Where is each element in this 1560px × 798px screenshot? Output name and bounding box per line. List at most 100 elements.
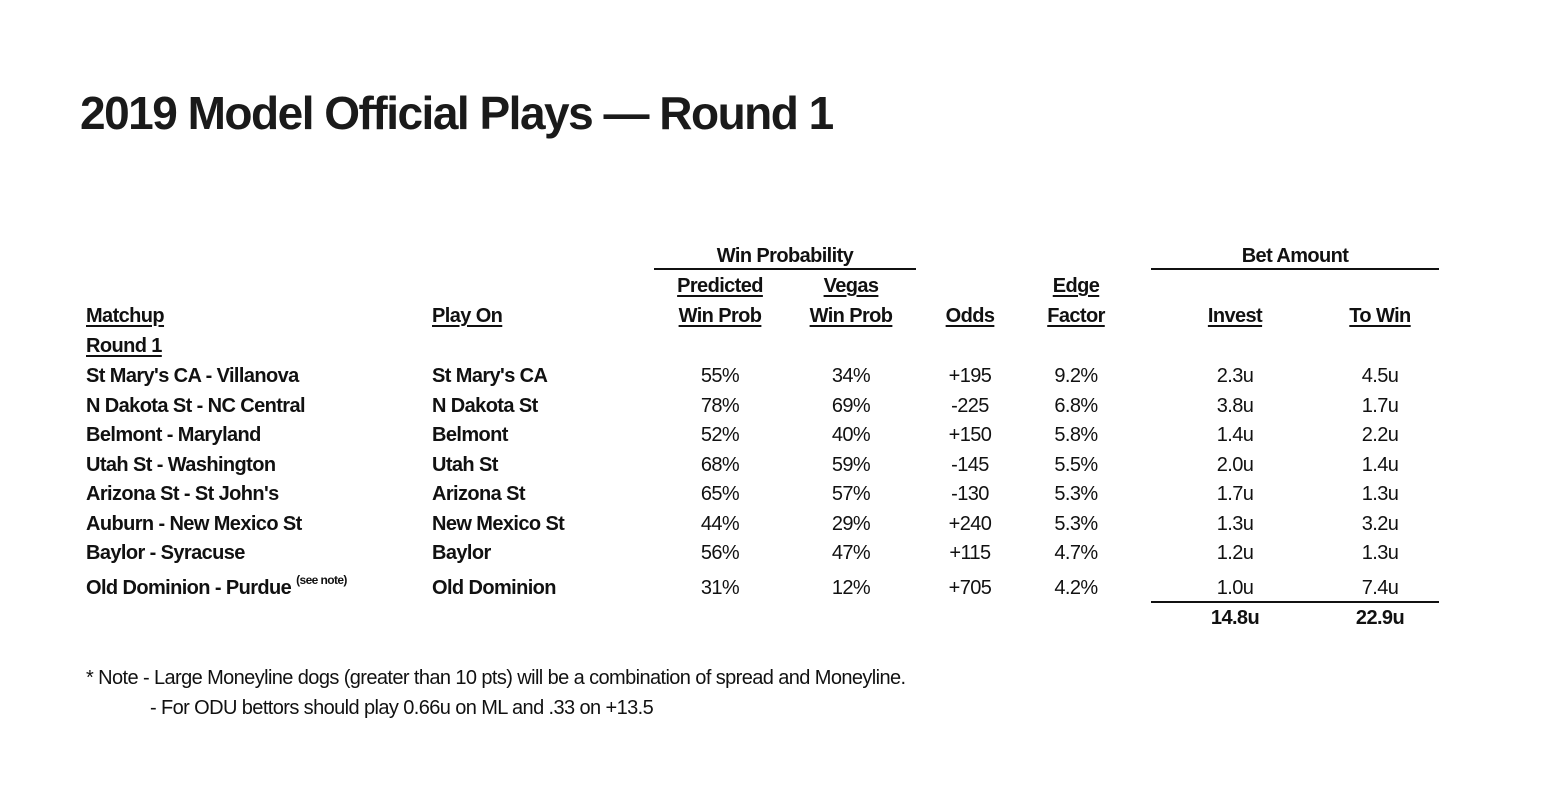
cell-to-win-text: 2.2u <box>1361 424 1399 446</box>
cell-vegas-text: 12% <box>831 577 871 599</box>
cell-play-on: New Mexico St <box>432 513 565 535</box>
header-invest: Invest <box>1207 305 1263 327</box>
header-vegas-line2: Win Prob <box>809 305 893 327</box>
cell-invest: 3.8u <box>1165 396 1305 416</box>
cell-matchup-text: Old Dominion - Purdue <box>86 577 292 599</box>
cell-predicted-text: 56% <box>700 542 740 564</box>
cell-edge-text: 5.3% <box>1054 513 1098 535</box>
cell-vegas: 40% <box>786 425 916 445</box>
cell-odds-text: -130 <box>951 483 989 505</box>
cell-invest: 1.7u <box>1165 484 1305 504</box>
cell-play-on-text: N Dakota St <box>432 395 538 417</box>
cell-to-win-text: 1.3u <box>1361 542 1399 564</box>
cell-odds-text: -145 <box>951 454 989 476</box>
cell-play-on: Utah St <box>432 455 498 475</box>
cell-edge-text: 4.7% <box>1054 542 1098 564</box>
cell-invest: 2.3u <box>1165 366 1305 386</box>
cell-invest: 2.0u <box>1165 455 1305 475</box>
cell-play-on-text: Arizona St <box>432 483 526 505</box>
cell-odds: +705 <box>920 578 1020 598</box>
see-note-marker: (see note) <box>296 573 347 587</box>
cell-to-win-text: 1.4u <box>1361 454 1399 476</box>
cell-predicted: 55% <box>654 366 786 386</box>
cell-odds-text: -225 <box>951 395 989 417</box>
cell-invest-text: 3.8u <box>1216 395 1254 417</box>
cell-predicted-text: 52% <box>700 424 740 446</box>
cell-predicted: 44% <box>654 514 786 534</box>
cell-play-on-text: New Mexico St <box>432 513 565 535</box>
cell-to-win: 1.7u <box>1310 396 1450 416</box>
cell-to-win: 4.5u <box>1310 366 1450 386</box>
cell-vegas-text: 47% <box>831 542 871 564</box>
cell-predicted: 56% <box>654 543 786 563</box>
total-invest: 14.8u <box>1210 607 1260 629</box>
cell-invest: 1.4u <box>1165 425 1305 445</box>
cell-vegas: 34% <box>786 366 916 386</box>
cell-predicted: 31% <box>654 578 786 598</box>
cell-matchup: Old Dominion - Purdue (see note) <box>86 574 347 599</box>
cell-to-win: 1.3u <box>1310 484 1450 504</box>
cell-predicted-text: 68% <box>700 454 740 476</box>
cell-matchup-text: Baylor - Syracuse <box>86 542 245 564</box>
cell-matchup: Belmont - Maryland <box>86 425 261 445</box>
cell-edge-text: 5.8% <box>1054 424 1098 446</box>
cell-predicted-text: 55% <box>700 365 740 387</box>
cell-predicted: 65% <box>654 484 786 504</box>
cell-edge-text: 6.8% <box>1054 395 1098 417</box>
cell-play-on: Arizona St <box>432 483 526 505</box>
cell-to-win: 3.2u <box>1310 514 1450 534</box>
cell-to-win-text: 3.2u <box>1361 513 1399 535</box>
page-title: 2019 Model Official Plays — Round 1 <box>80 87 834 139</box>
cell-odds: +150 <box>920 425 1020 445</box>
cell-to-win-text: 1.3u <box>1361 483 1399 505</box>
cell-play-on-text: Baylor <box>432 542 491 564</box>
cell-edge: 4.2% <box>1026 578 1126 598</box>
cell-odds-text: +240 <box>948 513 992 535</box>
cell-invest: 1.0u <box>1165 578 1305 598</box>
cell-invest-text: 2.0u <box>1216 454 1254 476</box>
cell-edge: 5.5% <box>1026 455 1126 475</box>
header-edge-line2: Factor <box>1047 305 1105 327</box>
cell-edge: 6.8% <box>1026 396 1126 416</box>
cell-play-on-text: Old Dominion <box>432 577 557 599</box>
cell-vegas: 57% <box>786 484 916 504</box>
cell-matchup-text: N Dakota St - NC Central <box>86 395 306 417</box>
cell-odds: -145 <box>920 455 1020 475</box>
total-to-win: 22.9u <box>1355 607 1405 629</box>
cell-vegas: 12% <box>786 578 916 598</box>
cell-invest-text: 2.3u <box>1216 365 1254 387</box>
header-odds: Odds <box>945 305 995 327</box>
cell-matchup: Utah St - Washington <box>86 454 276 476</box>
cell-matchup-text: Belmont - Maryland <box>86 424 261 446</box>
cell-invest-text: 1.7u <box>1216 483 1254 505</box>
totals-rule <box>1151 601 1439 603</box>
cell-play-on: N Dakota St <box>432 396 538 416</box>
cell-matchup-text: Utah St - Washington <box>86 454 276 476</box>
cell-vegas: 29% <box>786 514 916 534</box>
cell-odds: -225 <box>920 396 1020 416</box>
cell-invest-text: 1.2u <box>1216 542 1254 564</box>
cell-edge-text: 5.3% <box>1054 483 1098 505</box>
cell-predicted-text: 44% <box>700 513 740 535</box>
cell-to-win-text: 4.5u <box>1361 365 1399 387</box>
cell-odds-text: +115 <box>949 542 991 564</box>
cell-vegas: 59% <box>786 455 916 475</box>
cell-edge: 5.8% <box>1026 425 1126 445</box>
cell-invest: 1.3u <box>1165 514 1305 534</box>
cell-to-win-text: 1.7u <box>1361 395 1399 417</box>
cell-edge-text: 5.5% <box>1054 454 1098 476</box>
cell-odds: +115 <box>920 543 1020 563</box>
cell-to-win-text: 7.4u <box>1361 577 1399 599</box>
cell-predicted: 78% <box>654 396 786 416</box>
cell-vegas-text: 69% <box>831 395 871 417</box>
header-vegas-line1: Vegas <box>823 275 879 297</box>
cell-invest: 1.2u <box>1165 543 1305 563</box>
cell-vegas-text: 34% <box>831 365 871 387</box>
cell-matchup: Arizona St - St John's <box>86 484 279 504</box>
cell-play-on: Baylor <box>432 543 491 563</box>
cell-play-on-text: Utah St <box>432 454 498 476</box>
group-bet-amount-rule <box>1151 268 1439 270</box>
cell-odds: +195 <box>920 366 1020 386</box>
cell-matchup: N Dakota St - NC Central <box>86 395 306 417</box>
cell-play-on: Belmont <box>432 425 508 445</box>
